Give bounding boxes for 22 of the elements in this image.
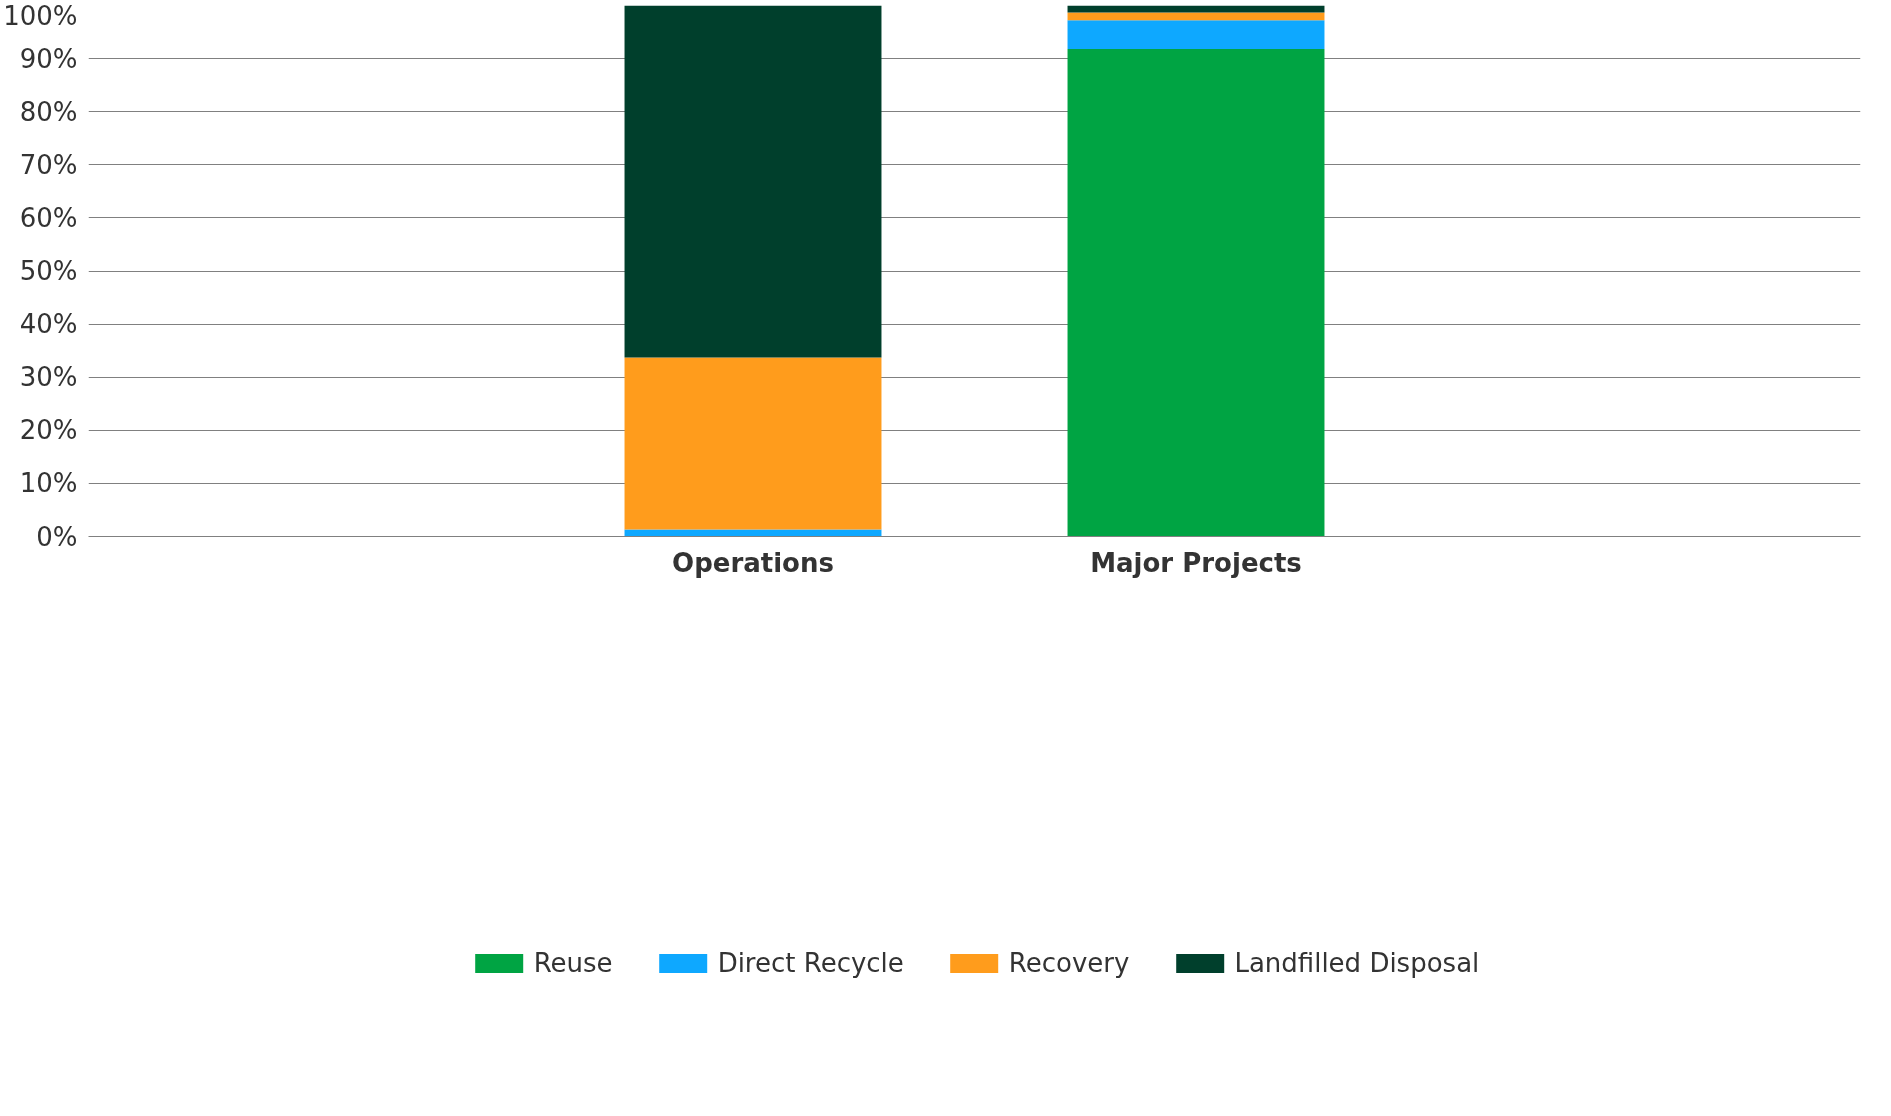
legend-label: Reuse [533, 947, 613, 978]
bar [1067, 49, 1325, 537]
y-tick-label: 70% [19, 149, 78, 180]
bar [624, 5, 882, 358]
y-tick-label: 80% [19, 96, 78, 127]
legend-label: Landfilled Disposal [1234, 947, 1480, 978]
y-tick-label: 0% [36, 521, 78, 552]
y-tick-label: 10% [19, 468, 78, 499]
bar [1067, 20, 1325, 50]
y-tick-label: 30% [19, 362, 78, 393]
legend-label: Recovery [1008, 947, 1130, 978]
y-tick-label: 50% [19, 256, 78, 286]
y-tick-label: 40% [19, 309, 78, 340]
y-tick-label: 60% [19, 202, 78, 233]
y-tick-label: 100% [3, 0, 78, 31]
y-tick-label: 90% [19, 43, 78, 74]
x-tick-label: Major Projects [1090, 547, 1302, 578]
bar [624, 357, 882, 530]
x-tick-label: Operations [672, 547, 834, 578]
legend-label: Direct Recycle [717, 947, 904, 978]
y-tick-label: 20% [19, 415, 78, 446]
bar [1067, 12, 1325, 21]
